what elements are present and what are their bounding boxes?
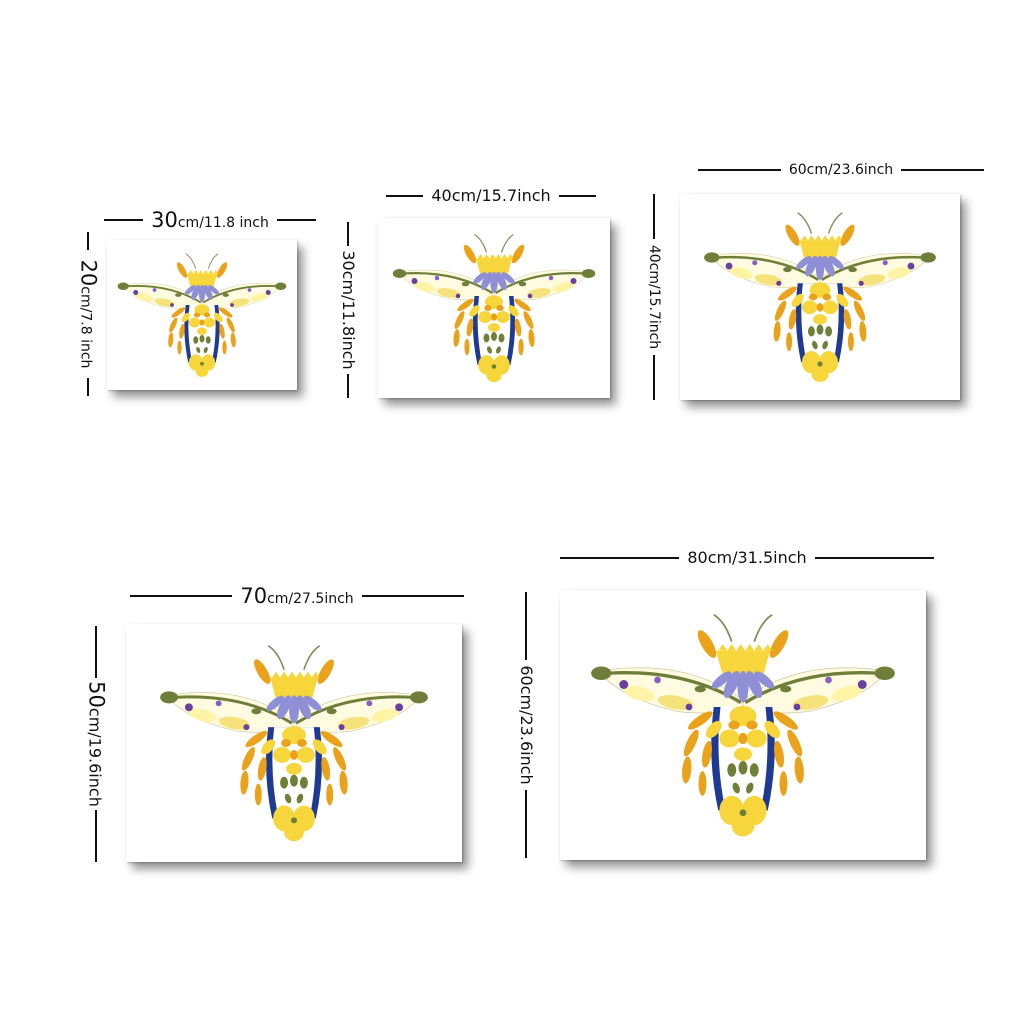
dimension-line	[653, 355, 655, 400]
height-label: 30cm/11.8inch	[340, 250, 356, 369]
dimension-line	[559, 195, 596, 197]
height-dimension-30x20: 20cm/7.8 inch	[76, 232, 100, 396]
height-dimension-60x40: 40cm/15.7inch	[642, 194, 666, 400]
dimension-line	[95, 810, 97, 862]
height-label: 50cm/19.6inch	[86, 681, 107, 807]
dimension-line	[87, 378, 89, 396]
canvas-print-70x50	[126, 624, 462, 862]
bee-artwork	[107, 240, 297, 390]
width-dimension-80x60: 80cm/31.5inch	[560, 546, 934, 570]
height-dimension-70x50: 50cm/19.6inch	[84, 626, 108, 862]
dimension-line	[698, 169, 781, 171]
dimension-line	[386, 195, 423, 197]
bee-artwork	[126, 624, 462, 862]
dimension-line	[815, 557, 934, 559]
width-dimension-40x30: 40cm/15.7inch	[386, 184, 596, 208]
height-label: 20cm/7.8 inch	[78, 260, 99, 369]
height-dimension-80x60: 60cm/23.6inch	[514, 592, 538, 858]
canvas-print-60x40	[680, 194, 960, 400]
width-label: 30cm/11.8 inch	[143, 210, 277, 231]
canvas-print-40x30	[378, 218, 610, 398]
dimension-line	[95, 626, 97, 678]
canvas-print-80x60	[560, 590, 926, 860]
bee-artwork	[680, 194, 960, 400]
width-label: 40cm/15.7inch	[423, 188, 558, 204]
width-label: 70cm/27.5inch	[232, 586, 361, 607]
dimension-line	[347, 222, 349, 246]
width-label: 60cm/23.6inch	[781, 163, 901, 177]
dimension-line	[525, 790, 527, 858]
width-dimension-30x20: 30cm/11.8 inch	[104, 208, 316, 232]
dimension-line	[653, 194, 655, 239]
dimension-line	[277, 219, 316, 221]
width-label: 80cm/31.5inch	[679, 550, 814, 566]
dimension-line	[347, 374, 349, 398]
height-dimension-40x30: 30cm/11.8inch	[336, 222, 360, 398]
dimension-line	[104, 219, 143, 221]
width-dimension-70x50: 70cm/27.5inch	[130, 584, 464, 608]
canvas-print-30x20	[107, 240, 297, 390]
dimension-line	[560, 557, 679, 559]
dimension-line	[130, 595, 232, 597]
dimension-line	[525, 592, 527, 660]
dimension-line	[362, 595, 464, 597]
dimension-line	[901, 169, 984, 171]
bee-artwork	[560, 590, 926, 860]
height-label: 60cm/23.6inch	[518, 665, 534, 784]
dimension-line	[87, 232, 89, 250]
width-dimension-60x40: 60cm/23.6inch	[698, 158, 984, 182]
height-label: 40cm/15.7inch	[647, 245, 661, 349]
bee-artwork	[378, 218, 610, 398]
